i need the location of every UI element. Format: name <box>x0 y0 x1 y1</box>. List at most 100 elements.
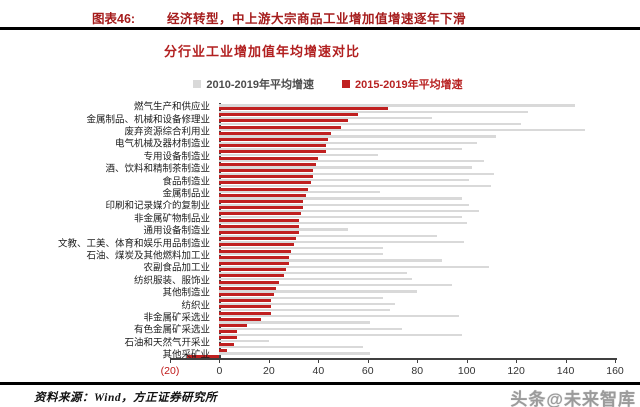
bar-2015-2019-avg <box>219 237 297 241</box>
data-source-note: 资料来源：Wind，方正证券研究所 <box>34 392 218 404</box>
figure-number: 图表46: <box>92 12 136 26</box>
axis-tick-label: 120 <box>507 365 525 377</box>
axis-tick-label: 0 <box>216 365 223 377</box>
bar-2015-2019-avg <box>219 162 316 166</box>
bar-2010-2019-avg <box>219 315 460 318</box>
bar-2010-2019-avg <box>219 172 494 175</box>
bar-2010-2019-avg <box>219 160 484 163</box>
bar-2015-2019-avg <box>219 231 299 234</box>
category-label: 石油、煤炭及其他燃料加工业 <box>86 250 210 262</box>
bar-2015-2019-avg <box>219 262 289 265</box>
bar-2010-2019-avg <box>219 321 371 324</box>
axis-tick <box>565 359 567 363</box>
bar-2015-2019-avg <box>219 175 314 179</box>
category-label: 其他采矿业 <box>162 349 210 361</box>
axis-tick <box>219 359 221 363</box>
bar-2015-2019-avg <box>219 193 306 197</box>
category-label: 金属制品、机械和设备修理业 <box>86 113 210 125</box>
bar-2015-2019-avg <box>219 150 326 154</box>
bar-2010-2019-avg <box>219 265 489 268</box>
bar-2010-2019-avg <box>219 340 269 343</box>
category-label: 文教、工美、体育和娱乐用品制造业 <box>57 237 210 249</box>
bar-2015-2019-avg <box>219 138 329 141</box>
bar-2015-2019-avg <box>219 336 237 340</box>
header-divider <box>0 27 640 30</box>
bar-2010-2019-avg <box>219 104 576 107</box>
bar-2010-2019-avg <box>219 116 433 119</box>
bar-2015-2019-avg <box>219 187 309 191</box>
bar-2015-2019-avg <box>219 131 331 135</box>
bar-2010-2019-avg <box>219 240 465 243</box>
bar-2015-2019-avg <box>219 342 235 346</box>
bar-2015-2019-avg <box>219 293 274 296</box>
category-label: 燃气生产和供应业 <box>133 101 210 113</box>
bar-2010-2019-avg <box>219 247 383 250</box>
category-label: 非金属矿采选业 <box>143 312 210 324</box>
bar-2015-2019-avg <box>219 218 299 222</box>
bar-2015-2019-avg <box>219 324 247 327</box>
bar-2015-2019-avg <box>219 330 237 334</box>
bar-2015-2019-avg <box>219 119 348 123</box>
legend-swatch-red <box>342 80 350 88</box>
category-label: 其他制造业 <box>162 287 210 299</box>
category-label: 纺织业 <box>181 299 210 311</box>
legend-swatch-gray <box>193 80 202 88</box>
axis-tick-label: 160 <box>606 365 624 377</box>
bar-2015-2019-avg <box>219 206 304 210</box>
bar-2010-2019-avg <box>219 278 413 281</box>
axis-tick <box>417 359 419 363</box>
bar-2015-2019-avg <box>219 200 304 203</box>
category-label: 电气机械及器材制造业 <box>114 138 210 150</box>
category-label: 废弃资源综合利用业 <box>124 126 210 138</box>
bar-2015-2019-avg <box>219 212 302 216</box>
bar-2010-2019-avg <box>219 135 497 138</box>
bar-2010-2019-avg <box>219 284 452 287</box>
bar-2015-2019-avg <box>219 274 284 278</box>
bar-2010-2019-avg <box>219 271 408 274</box>
bar-2010-2019-avg <box>219 259 442 262</box>
axis-tick-label: 140 <box>556 365 575 377</box>
bar-2015-2019-avg <box>219 286 277 290</box>
axis-tick <box>170 359 171 363</box>
axis-tick-label: 80 <box>411 365 424 377</box>
axis-tick <box>268 359 270 363</box>
bar-2015-2019-avg <box>219 181 311 185</box>
category-label: 酒、饮料和精制茶制造业 <box>105 163 210 175</box>
category-label: 金属制品业 <box>162 188 210 200</box>
bar-2015-2019-avg <box>219 144 326 148</box>
bar-2010-2019-avg <box>219 228 348 231</box>
figure-title: 经济转型，中上游大宗商品工业增加值增速逐年下滑 <box>167 12 467 26</box>
bar-2010-2019-avg <box>219 327 403 330</box>
bar-2010-2019-avg <box>219 253 383 256</box>
bar-2015-2019-avg <box>219 299 272 303</box>
axis-tick <box>466 359 468 363</box>
category-label: 专用设备制造业 <box>143 150 210 162</box>
axis-tick <box>516 359 518 363</box>
bar-2010-2019-avg <box>219 129 586 132</box>
bar-2015-2019-avg <box>219 249 292 253</box>
value-axis-line <box>170 358 617 360</box>
bar-2015-2019-avg <box>219 311 272 315</box>
bar-2015-2019-avg <box>219 280 279 284</box>
bar-2010-2019-avg <box>219 216 462 219</box>
bar-2010-2019-avg <box>219 191 381 194</box>
bar-2010-2019-avg <box>219 166 472 169</box>
figure-header: 图表46: 经济转型，中上游大宗商品工业增加值增速逐年下滑 <box>0 6 640 26</box>
bar-2010-2019-avg <box>219 123 522 126</box>
bar-2010-2019-avg <box>219 309 391 312</box>
bar-2010-2019-avg <box>219 209 480 212</box>
watermark: 头条@未来智库 <box>510 390 636 407</box>
category-label: 农副食品加工业 <box>143 262 210 274</box>
bar-2010-2019-avg <box>219 110 529 113</box>
bar-2015-2019-avg <box>219 169 314 172</box>
axis-tick <box>615 359 616 363</box>
axis-tick-label: 60 <box>361 365 374 377</box>
bar-2010-2019-avg <box>219 178 470 181</box>
bar-2015-2019-avg <box>219 305 272 309</box>
bar-2015-2019-avg <box>219 243 294 247</box>
bar-2010-2019-avg <box>219 185 492 188</box>
bar-2010-2019-avg <box>219 197 462 200</box>
bar-2015-2019-avg <box>219 224 299 228</box>
